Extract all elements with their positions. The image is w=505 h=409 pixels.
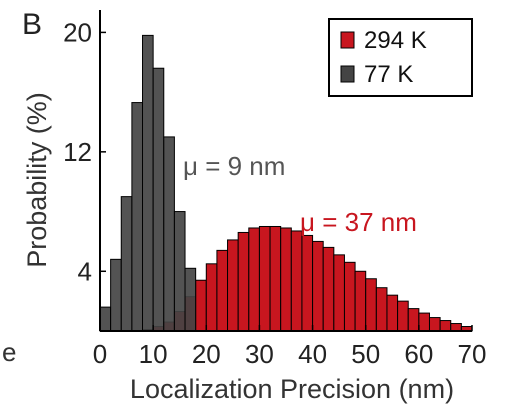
- bar-294k-18: [195, 279, 207, 332]
- x-tick-label-30: 30: [245, 339, 274, 369]
- x-axis-label: Localization Precision (nm): [130, 374, 454, 404]
- bar-294k-20: [205, 263, 218, 332]
- bar-77k-14: [173, 211, 186, 332]
- bar-294k-48: [354, 270, 367, 332]
- bar-294k-24: [227, 239, 239, 332]
- bar-294k-32: [269, 225, 282, 332]
- bar-77k-6: [131, 102, 144, 332]
- bar-77k-4: [120, 196, 133, 332]
- x-tick-label-50: 50: [351, 339, 380, 369]
- bar-294k-28: [248, 227, 260, 332]
- x-tick-label-60: 60: [404, 339, 433, 369]
- bar-77k-10: [152, 67, 165, 332]
- bar-294k-22: [216, 249, 229, 332]
- bar-294k-38: [301, 234, 314, 332]
- bar-294k-52: [375, 287, 388, 332]
- bar-294k-60: [418, 312, 430, 332]
- axes-group: [99, 10, 472, 332]
- bar-294k-40: [312, 240, 324, 332]
- bar-77k-2: [110, 258, 122, 332]
- bar-77k-0: [99, 306, 112, 332]
- bar-294k-64: [439, 320, 452, 332]
- bar-294k-62: [428, 317, 441, 332]
- bar-294k-34: [280, 227, 292, 332]
- x-tick-label-0: 0: [93, 339, 107, 369]
- y-tick-label-4: 4: [78, 256, 92, 286]
- bar-294k-44: [333, 254, 345, 332]
- y-axis-label: Probability (%): [22, 92, 52, 268]
- legend-label-294k: 294 K: [364, 27, 427, 54]
- legend-swatch-294k: [340, 31, 355, 49]
- panel-label: B: [22, 8, 42, 41]
- x-tick-label-40: 40: [298, 339, 327, 369]
- bar-77k-8: [142, 34, 154, 332]
- bar-294k-54: [386, 294, 399, 332]
- x-tick-label-20: 20: [192, 339, 221, 369]
- legend-label-77k: 77 K: [364, 61, 413, 88]
- bar-294k-26: [237, 231, 250, 332]
- annotation-mu-77k: μ = 9 nm: [183, 151, 285, 181]
- cropped-side-glyph: e: [2, 337, 17, 367]
- y-tick-label-12: 12: [63, 137, 92, 167]
- bar-294k-66: [450, 323, 462, 332]
- x-tick-label-70: 70: [458, 339, 487, 369]
- bar-294k-36: [290, 230, 303, 332]
- bar-294k-42: [322, 246, 335, 332]
- annotation-mu-294k: μ = 37 nm: [300, 207, 417, 237]
- bars-group: [99, 34, 473, 332]
- x-tick-label-10: 10: [139, 339, 168, 369]
- bar-77k-16: [184, 267, 197, 332]
- ticks-group: 0 10 20 30 40 50 60 70 4 12 20: [63, 17, 486, 369]
- bar-294k-58: [407, 308, 420, 332]
- y-tick-label-20: 20: [63, 17, 92, 47]
- bar-294k-30: [258, 225, 271, 332]
- bar-294k-46: [343, 261, 356, 332]
- bar-77k-12: [163, 136, 175, 332]
- bar-294k-56: [397, 300, 409, 332]
- bar-294k-50: [365, 278, 377, 332]
- legend: 294 K 77 K: [328, 18, 473, 97]
- legend-swatch-77k: [340, 65, 355, 83]
